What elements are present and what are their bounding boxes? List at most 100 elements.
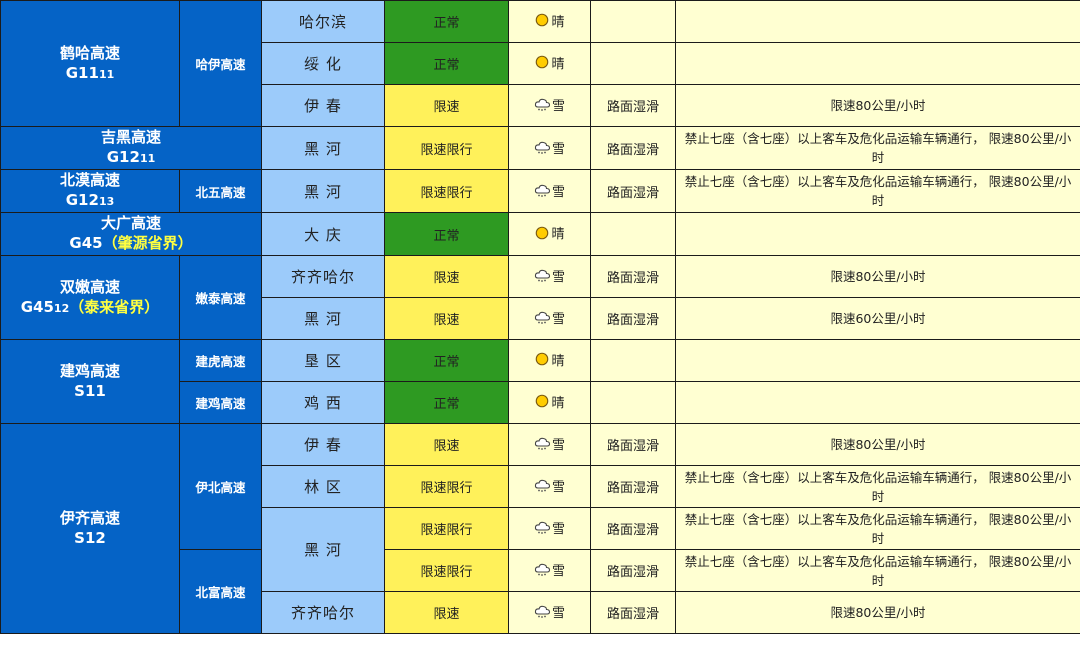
highway-name-cell: 建鸡高速 S11	[0, 339, 180, 424]
table-row: 北富高速 限速限行雪路面湿滑 禁止七座（含七座）以上客车及危化品运输车辆通行， 限速…	[1, 549, 1080, 634]
highway-name-cell: 伊齐高速 S12	[0, 423, 180, 634]
weather-text: 雪	[551, 522, 565, 537]
subroute-cell: 北富高速	[179, 549, 262, 634]
highway-name: 大广高速	[100, 214, 161, 232]
city-name: 伊 春	[304, 436, 342, 454]
subroute-cell: 建虎高速	[179, 339, 262, 382]
notice-text: 禁止七座（含七座）以上客车及危化品运输车辆通行， 限速80公里/小时	[684, 553, 1072, 588]
status-badge: 限速	[384, 84, 509, 127]
table-row: 大广高速 G45（肇源省界）大 庆正常晴	[0, 212, 1080, 256]
highway-code-main: G12	[65, 191, 99, 209]
subroute-cell: 嫩泰高速	[179, 255, 262, 340]
notice-cell	[675, 212, 1080, 256]
table-row: 黑 河限速限行雪路面湿滑 禁止七座（含七座）以上客车及危化品运输车辆通行， 限速8…	[1, 507, 1080, 592]
city-cell: 绥 化	[261, 42, 385, 85]
road-condition: 路面湿滑	[606, 523, 659, 538]
status-text: 限速限行	[420, 185, 473, 201]
weather-text: 晴	[551, 395, 565, 411]
subroute-cell: 北五高速	[179, 169, 262, 213]
status-text: 正常	[433, 228, 460, 244]
city-cell: 林 区	[261, 465, 385, 508]
status-text: 限速	[433, 607, 460, 622]
city-name: 林 区	[304, 478, 342, 496]
subroute-name: 哈伊高速	[195, 57, 246, 72]
status-badge: 限速限行	[384, 507, 509, 550]
highway-code: G4512（泰来省界）	[1, 297, 179, 319]
status-text: 正常	[433, 58, 460, 73]
notice-text: 禁止七座（含七座）以上客车及危化品运输车辆通行， 限速80公里/小时	[684, 511, 1072, 546]
city-cell: 垦 区	[261, 339, 385, 382]
road-condition-cell: 路面湿滑	[590, 591, 676, 634]
weather-cell: 晴	[508, 42, 591, 85]
highway-code-suffix: 11	[98, 67, 115, 81]
table-row: 吉黑高速 G1211 黑 河 限速限行 雪路面湿滑 禁止七座（含七座）以上客车及危化品运输…	[0, 126, 1080, 170]
highway-name-cell: 吉黑高速 G1211	[0, 126, 262, 170]
table-row: 建鸡高速 鸡 西 正常 晴	[1, 381, 1080, 424]
city-name: 大 庆	[304, 225, 342, 244]
highway-name-cell: 大广高速 G45（肇源省界）	[0, 212, 262, 256]
road-condition-cell: 路面湿滑	[590, 169, 676, 213]
notice-text: 限速80公里/小时	[830, 269, 926, 284]
status-text: 限速	[433, 100, 460, 115]
sun-icon	[534, 225, 550, 241]
notice-cell: 禁止七座（含七座）以上客车及危化品运输车辆通行， 限速80公里/小时	[675, 507, 1080, 550]
subroute-cell: 伊北高速	[179, 423, 262, 550]
weather-text: 雪	[551, 99, 565, 114]
highway-code-suffix: 12	[53, 301, 70, 315]
highway-code-main: G45	[20, 297, 54, 316]
road-condition: 路面湿滑	[606, 481, 659, 496]
weather-cell: 晴	[508, 212, 591, 256]
notice-text: 限速80公里/小时	[830, 98, 926, 113]
city-name: 齐齐哈尔	[290, 604, 355, 622]
highway-name-cell: 北漠高速 G1213	[0, 169, 180, 213]
weather-cell: 雪	[508, 591, 591, 634]
road-condition-cell: 路面湿滑	[590, 465, 676, 508]
weather-text: 雪	[551, 606, 565, 621]
city-name: 黑 河	[304, 139, 342, 158]
highway-name: 北漠高速	[59, 171, 120, 189]
highway-code-main: G45	[69, 234, 103, 252]
highway-code-main: G11	[65, 63, 99, 82]
highway-code: G1211	[1, 147, 261, 169]
road-condition-cell	[590, 212, 676, 256]
status-badge: 限速	[384, 297, 509, 340]
subroute-name: 嫩泰高速	[195, 291, 246, 306]
highway-name: 鹤哈高速	[59, 43, 120, 62]
highway-code: G1111	[1, 63, 179, 85]
highway-name-cell: 鹤哈高速 G1111	[0, 0, 180, 127]
highway-code-main: S12	[74, 528, 106, 547]
highway-code-main: S11	[74, 381, 106, 400]
sun-icon	[534, 54, 550, 70]
status-text: 限速限行	[420, 142, 473, 158]
table-row: 北漠高速 G1213 北五高速黑 河限速限行雪路面湿滑 禁止七座（含七座）以上客车及危…	[0, 169, 1080, 213]
weather-cell: 雪	[508, 423, 591, 466]
table-row: 齐齐哈尔 限速 雪 路面湿滑 限速80公里/小时	[1, 591, 1080, 634]
weather-text: 雪	[551, 270, 565, 285]
highway-status-table: 鹤哈高速 G1111 哈伊高速 哈尔滨 正常晴绥 化正常晴伊 春限速雪路面湿滑 限速80公…	[0, 0, 1080, 634]
city-name: 齐齐哈尔	[290, 268, 355, 286]
city-cell: 伊 春	[261, 423, 385, 466]
notice-cell: 禁止七座（含七座）以上客车及危化品运输车辆通行， 限速80公里/小时	[675, 126, 1080, 170]
road-condition-cell: 路面湿滑	[590, 423, 676, 466]
road-condition: 路面湿滑	[606, 313, 659, 328]
notice-cell	[675, 381, 1080, 424]
status-text: 限速	[433, 439, 460, 454]
road-condition-cell: 路面湿滑	[590, 255, 676, 298]
road-condition-cell: 路面湿滑	[590, 507, 676, 550]
subroute-name: 建鸡高速	[195, 396, 246, 411]
city-cell: 大 庆	[261, 212, 385, 256]
snow-cloud-icon	[534, 520, 551, 535]
weather-cell: 雪	[508, 126, 591, 170]
snow-cloud-icon	[534, 436, 551, 451]
notice-text: 限速60公里/小时	[830, 311, 926, 326]
city-name: 鸡 西	[304, 394, 342, 412]
notice-cell: 限速80公里/小时	[675, 423, 1080, 466]
snow-cloud-icon	[534, 183, 551, 198]
status-text: 限速	[433, 313, 460, 328]
sun-icon	[534, 12, 550, 28]
road-condition: 路面湿滑	[606, 142, 659, 158]
status-badge: 正常	[384, 42, 509, 85]
weather-cell: 晴	[508, 0, 591, 43]
notice-text: 禁止七座（含七座）以上客车及危化品运输车辆通行， 限速80公里/小时	[684, 131, 1072, 165]
table-row: 鹤哈高速 G1111 哈伊高速 哈尔滨 正常晴	[0, 0, 1080, 127]
